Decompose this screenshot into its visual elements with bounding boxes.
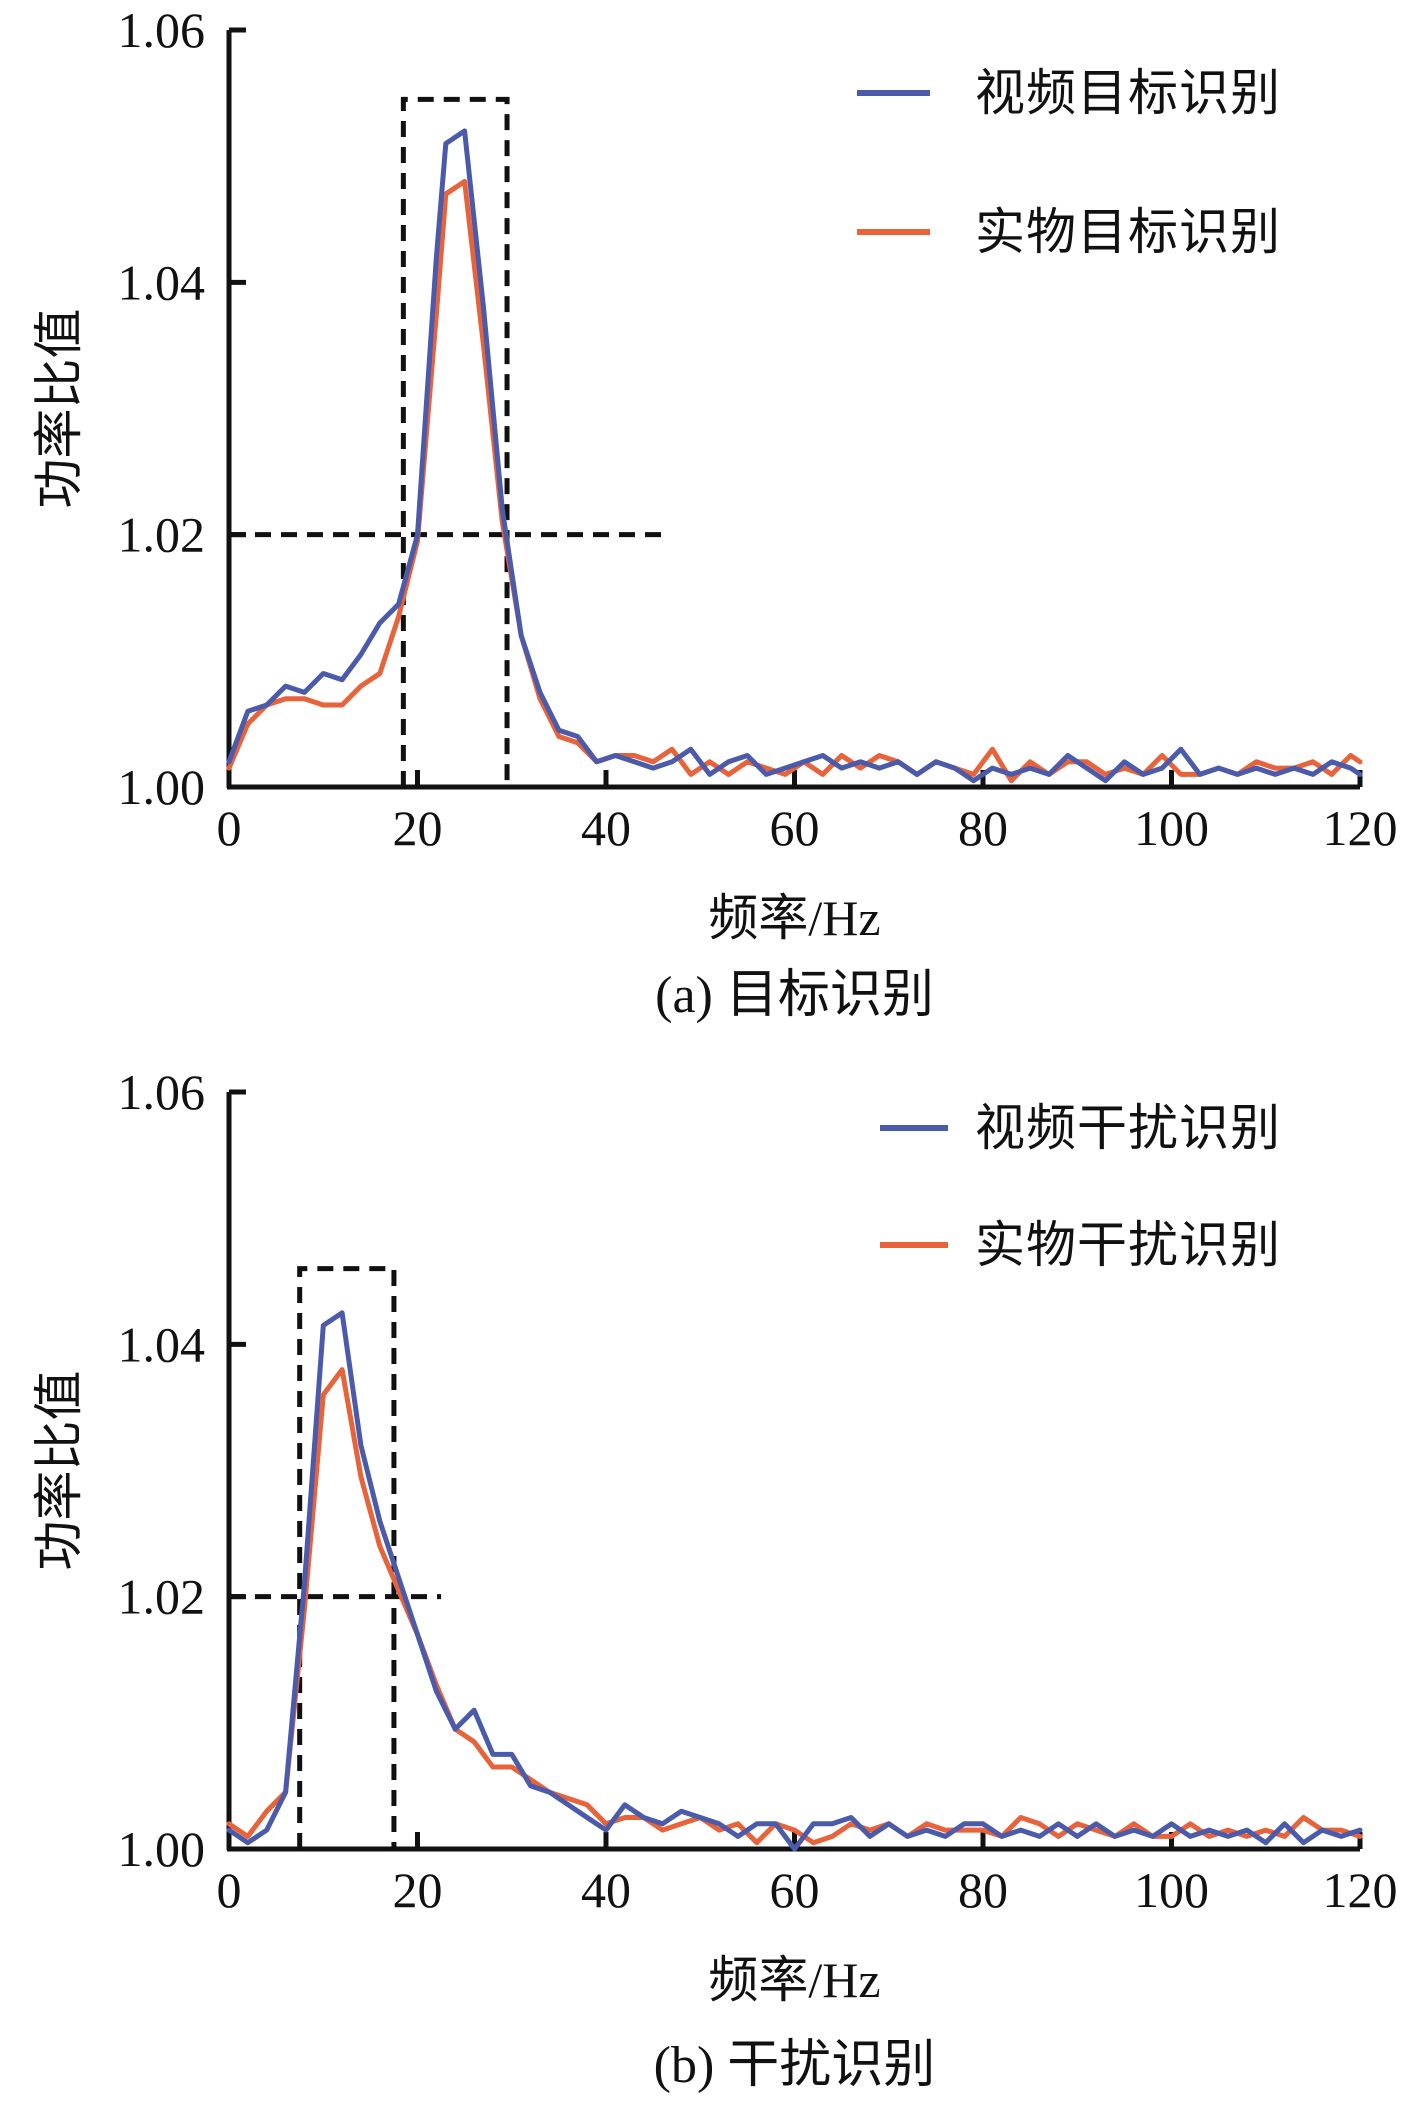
x-tick-label: 120 — [1323, 1862, 1398, 1918]
x-tick-label: 80 — [958, 1862, 1008, 1918]
y-axis-title: 功率比值 — [31, 309, 87, 509]
guide-box — [400, 96, 510, 787]
series-line-video — [226, 1310, 1363, 1852]
x-tick-label: 100 — [1134, 800, 1209, 856]
y-tick-label: 1.00 — [118, 1821, 206, 1877]
x-tick-label: 20 — [393, 800, 443, 856]
legend-label: 视频目标识别 — [975, 65, 1281, 121]
panel-caption: (a) 目标识别 — [655, 967, 934, 1024]
legend-label: 实物干扰识别 — [975, 1217, 1281, 1273]
x-axis-title: 频率/Hz — [708, 890, 880, 946]
x-tick-label: 80 — [958, 800, 1008, 856]
x-tick-label: 100 — [1134, 1862, 1209, 1918]
x-tick-label: 0 — [217, 800, 242, 856]
x-tick-label: 60 — [770, 800, 820, 856]
legend-label: 实物目标识别 — [975, 204, 1281, 260]
series-line-video — [226, 128, 1363, 784]
chart-panel-b: 1.00 1.02 1.04 1.06 0 20 40 60 80 100 120 视频干扰识别实物干… — [31, 1064, 1398, 2094]
y-tick-label: 1.06 — [118, 1064, 206, 1120]
x-tick-label: 120 — [1323, 800, 1398, 856]
x-axis-title: 频率/Hz — [708, 1952, 880, 2008]
y-axis-title: 功率比值 — [31, 1371, 87, 1571]
series-line-real — [226, 1367, 1363, 1846]
x-tick-label: 0 — [217, 1862, 242, 1918]
y-tick-label: 1.00 — [118, 759, 206, 815]
y-tick-label: 1.04 — [118, 1316, 206, 1372]
x-tick-label: 40 — [581, 1862, 631, 1918]
chart-panel-a: 1.00 1.02 1.04 1.06 0 20 40 60 80 100 120 视频目标识别实物目… — [31, 2, 1398, 1024]
series-line-real — [226, 178, 1363, 784]
panel-caption: (b) 干扰识别 — [654, 2037, 936, 2094]
y-tick-label: 1.06 — [118, 2, 206, 58]
x-tick-label: 20 — [393, 1862, 443, 1918]
y-tick-label: 1.02 — [118, 1569, 206, 1625]
y-tick-label: 1.04 — [118, 254, 206, 310]
legend-label: 视频干扰识别 — [975, 1100, 1281, 1156]
y-tick-label: 1.02 — [118, 507, 206, 563]
x-tick-label: 60 — [770, 1862, 820, 1918]
x-tick-label: 40 — [581, 800, 631, 856]
